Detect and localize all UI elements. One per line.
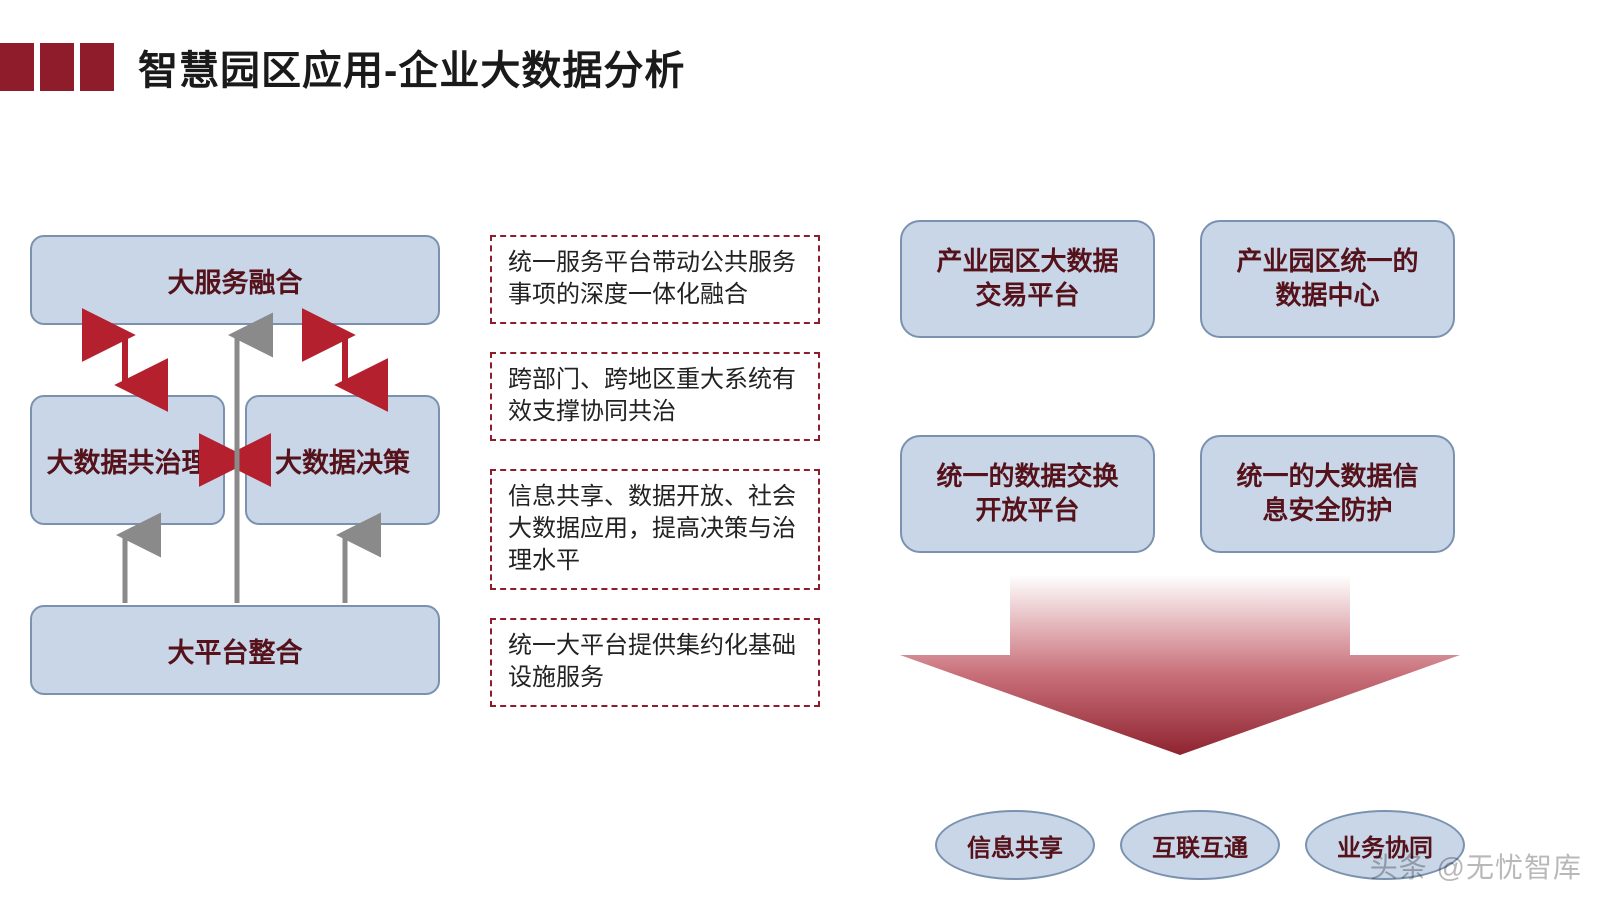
gray-up-arrow-icon (222, 327, 252, 605)
box-data-decision: 大数据决策 (245, 395, 440, 525)
right-box: 统一的大数据信息安全防护 (1200, 435, 1455, 553)
right-box-label: 产业园区大数据交易平台 (936, 245, 1118, 313)
desc-box: 信息共享、数据开放、社会大数据应用，提高决策与治理水平 (490, 469, 820, 590)
box-data-governance: 大数据共治理 (30, 395, 225, 525)
gray-up-arrow-icon (330, 527, 360, 605)
title-row: 智慧园区应用-企业大数据分析 (0, 38, 685, 96)
desc-box: 跨部门、跨地区重大系统有效支撑协同共治 (490, 352, 820, 441)
red-double-arrow-icon (110, 327, 140, 393)
right-box-label: 产业园区统一的数据中心 (1236, 245, 1418, 313)
red-double-arrow-icon (330, 327, 360, 393)
middle-descriptions: 统一服务平台带动公共服务事项的深度一体化融合 跨部门、跨地区重大系统有效支撑协同… (490, 235, 820, 735)
watermark: 头条 @无忧智库 (1370, 846, 1582, 886)
title-accent-square (0, 43, 34, 91)
title-accent-square (80, 43, 114, 91)
box-platform-integrate: 大平台整合 (30, 605, 440, 695)
gradient-down-arrow-icon (900, 575, 1460, 755)
right-box: 统一的数据交换开放平台 (900, 435, 1155, 553)
desc-box: 统一大平台提供集约化基础设施服务 (490, 618, 820, 707)
right-box: 产业园区统一的数据中心 (1200, 220, 1455, 338)
desc-box: 统一服务平台带动公共服务事项的深度一体化融合 (490, 235, 820, 324)
right-box-label: 统一的大数据信息安全防护 (1236, 460, 1418, 528)
ellipse-interconnect: 互联互通 (1120, 810, 1280, 880)
gray-up-arrow-icon (110, 527, 140, 605)
page-title: 智慧园区应用-企业大数据分析 (138, 38, 685, 96)
right-box-label: 统一的数据交换开放平台 (936, 460, 1118, 528)
right-box: 产业园区大数据交易平台 (900, 220, 1155, 338)
title-accent-square (40, 43, 74, 91)
box-service-fusion: 大服务融合 (30, 235, 440, 325)
left-diagram: 大服务融合 大数据共治理 大数据决策 大平台整合 (30, 235, 460, 735)
ellipse-info-share: 信息共享 (935, 810, 1095, 880)
